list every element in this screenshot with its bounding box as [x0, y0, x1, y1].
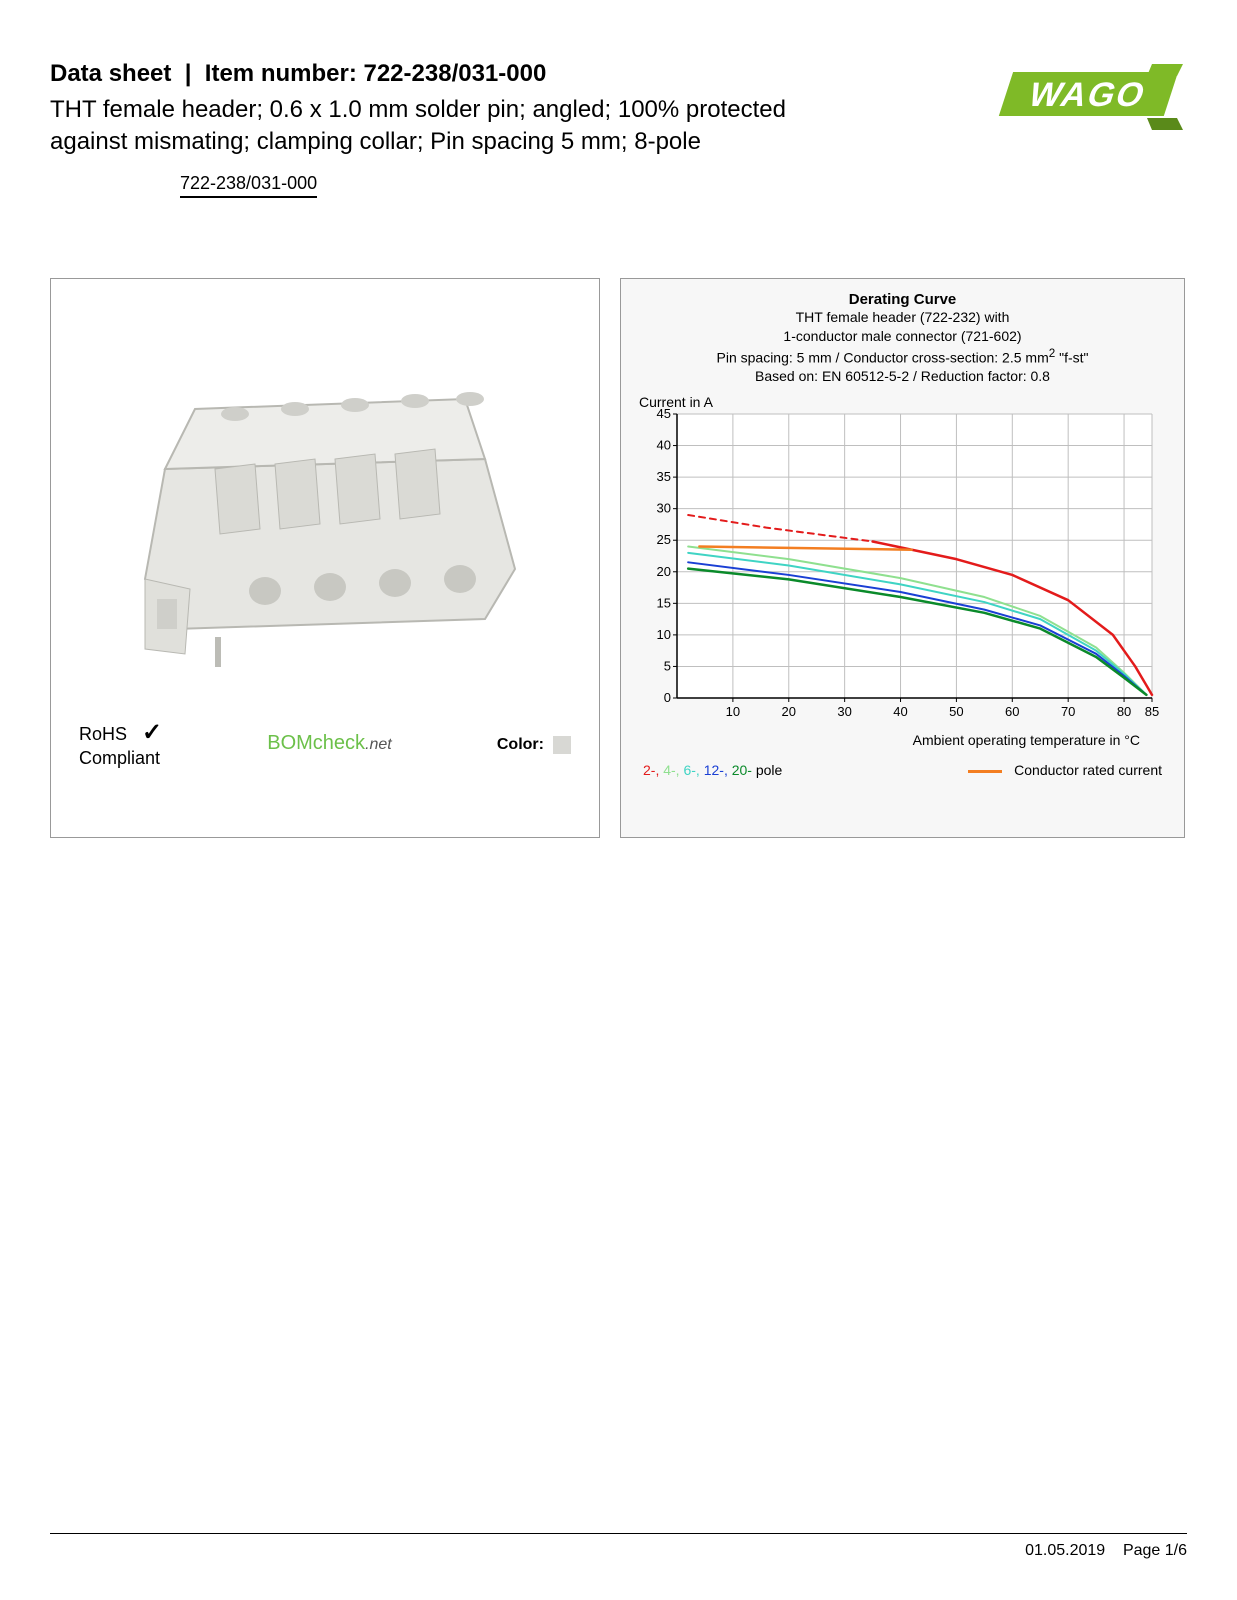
footer-divider — [50, 1533, 1187, 1534]
rohs-compliant: Compliant — [79, 748, 160, 768]
page-footer: 01.05.2019 Page 1/6 — [50, 1533, 1187, 1560]
product-panel: RoHS ✓ Compliant BOMcheck.net Color: — [50, 278, 600, 838]
chart-sub3b: "f-st" — [1055, 349, 1088, 365]
datasheet-prefix: Data sheet — [50, 60, 171, 87]
product-description: THT female header; 0.6 x 1.0 mm solder p… — [50, 94, 870, 159]
item-label: Item number: — [205, 60, 357, 87]
chart-sub3: Pin spacing: 5 mm / Conductor cross-sect… — [635, 346, 1170, 368]
legend-poles: 2-, 4-, 6-, 12-, 20- pole — [643, 762, 782, 778]
legend-pole: 20- — [732, 762, 756, 778]
title-line: Data sheet | Item number: 722-238/031-00… — [50, 60, 987, 88]
chart-xlabel: Ambient operating temperature in °C — [635, 732, 1170, 748]
footer-text: 01.05.2019 Page 1/6 — [50, 1542, 1187, 1560]
chart-sub3a: Pin spacing: 5 mm / Conductor cross-sect… — [717, 349, 1049, 365]
legend-pole: 4-, — [663, 762, 683, 778]
chart-area: Current in A 051015202530354045102030405… — [635, 396, 1170, 748]
svg-text:35: 35 — [657, 469, 671, 484]
svg-text:30: 30 — [657, 501, 671, 516]
legend-conductor-line — [968, 770, 1002, 773]
footer-page: Page 1/6 — [1123, 1542, 1187, 1559]
footer-date: 01.05.2019 — [1025, 1542, 1105, 1559]
wago-logo: WAGO — [987, 60, 1187, 130]
product-image — [71, 299, 579, 719]
chart-ylabel: Current in A — [639, 394, 713, 410]
legend-pole: 2-, — [643, 762, 663, 778]
chart-sub4: Based on: EN 60512-5-2 / Reduction facto… — [635, 367, 1170, 386]
color-label: Color: — [497, 736, 544, 753]
bomcheck-main: BOMcheck — [267, 732, 365, 754]
legend-poles-suffix: pole — [756, 762, 782, 778]
svg-text:25: 25 — [657, 532, 671, 547]
chart-legend: 2-, 4-, 6-, 12-, 20- pole Conductor rate… — [635, 762, 1170, 778]
chart-sub1: THT female header (722-232) with — [635, 308, 1170, 327]
svg-text:20: 20 — [657, 564, 671, 579]
svg-text:50: 50 — [949, 704, 963, 719]
item-number: 722-238/031-000 — [363, 60, 546, 87]
panels-row: RoHS ✓ Compliant BOMcheck.net Color: Der… — [50, 278, 1187, 838]
chart-title: Derating Curve — [635, 291, 1170, 308]
svg-text:40: 40 — [657, 438, 671, 453]
derating-chart: 051015202530354045102030405060708085 — [635, 396, 1170, 726]
legend-pole: 12-, — [704, 762, 732, 778]
svg-text:80: 80 — [1117, 704, 1131, 719]
rohs-label: RoHS — [79, 724, 127, 744]
chart-panel: Derating Curve THT female header (722-23… — [620, 278, 1185, 838]
svg-text:WAGO: WAGO — [1024, 76, 1152, 114]
svg-text:0: 0 — [664, 690, 671, 705]
chart-sub2: 1-conductor male connector (721-602) — [635, 327, 1170, 346]
rohs-badge: RoHS ✓ Compliant — [79, 719, 162, 769]
svg-text:20: 20 — [782, 704, 796, 719]
color-indicator: Color: — [497, 733, 571, 754]
header-text: Data sheet | Item number: 722-238/031-00… — [50, 60, 987, 198]
svg-text:85: 85 — [1145, 704, 1159, 719]
legend-conductor: Conductor rated current — [968, 762, 1162, 778]
header: Data sheet | Item number: 722-238/031-00… — [50, 60, 1187, 198]
bomcheck-suffix: .net — [365, 736, 392, 753]
color-swatch — [553, 736, 571, 754]
svg-text:10: 10 — [726, 704, 740, 719]
svg-text:30: 30 — [837, 704, 851, 719]
svg-text:10: 10 — [657, 627, 671, 642]
svg-text:60: 60 — [1005, 704, 1019, 719]
svg-text:15: 15 — [657, 595, 671, 610]
check-icon: ✓ — [142, 719, 162, 746]
product-info-row: RoHS ✓ Compliant BOMcheck.net Color: — [71, 719, 579, 769]
title-separator: | — [185, 60, 192, 87]
part-number-link[interactable]: 722-238/031-000 — [180, 173, 317, 198]
legend-conductor-label: Conductor rated current — [1014, 762, 1162, 778]
svg-text:5: 5 — [664, 658, 671, 673]
svg-text:40: 40 — [893, 704, 907, 719]
legend-pole: 6-, — [683, 762, 703, 778]
svg-text:70: 70 — [1061, 704, 1075, 719]
bomcheck-logo: BOMcheck.net — [267, 732, 392, 755]
